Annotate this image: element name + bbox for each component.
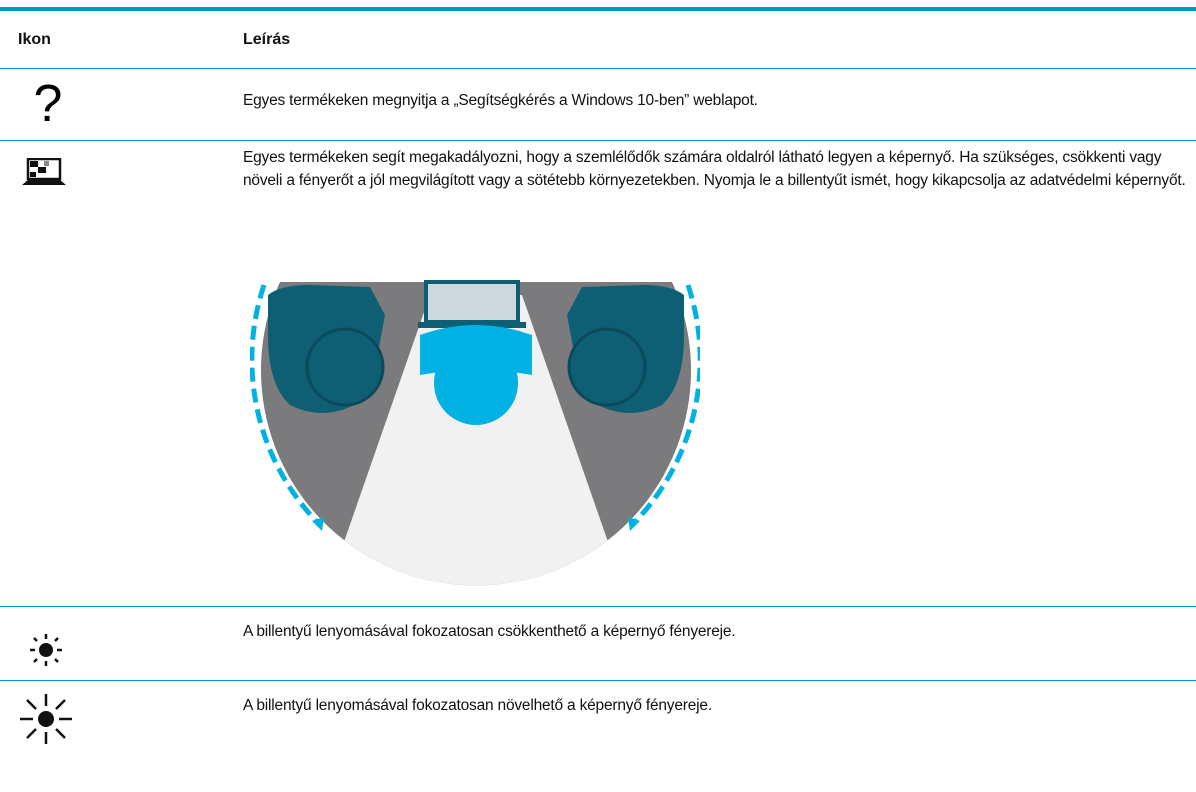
svg-text:?: ? [34,78,63,128]
brightness-down-icon [30,634,62,666]
description: A billentyű lenyomásával fokozatosan csö… [243,623,736,640]
row-rule [0,606,1196,607]
top-rule [0,7,1196,11]
column-header: Ikon [18,31,51,48]
row-rule [0,140,1196,141]
column-header: Leírás [243,31,291,48]
privacy-icon [22,158,66,185]
description: A billentyű lenyomásával fokozatosan növ… [243,697,712,714]
description: Egyes termékeken segít megakadályozni, h… [243,149,1186,189]
privacy-illustration [250,280,700,586]
brightness-up-icon [20,694,72,744]
row-rule [0,68,1196,69]
description: Egyes termékeken megnyitja a „Segítségké… [243,92,758,109]
help-icon: ? [34,78,63,128]
row-rule [0,680,1196,681]
